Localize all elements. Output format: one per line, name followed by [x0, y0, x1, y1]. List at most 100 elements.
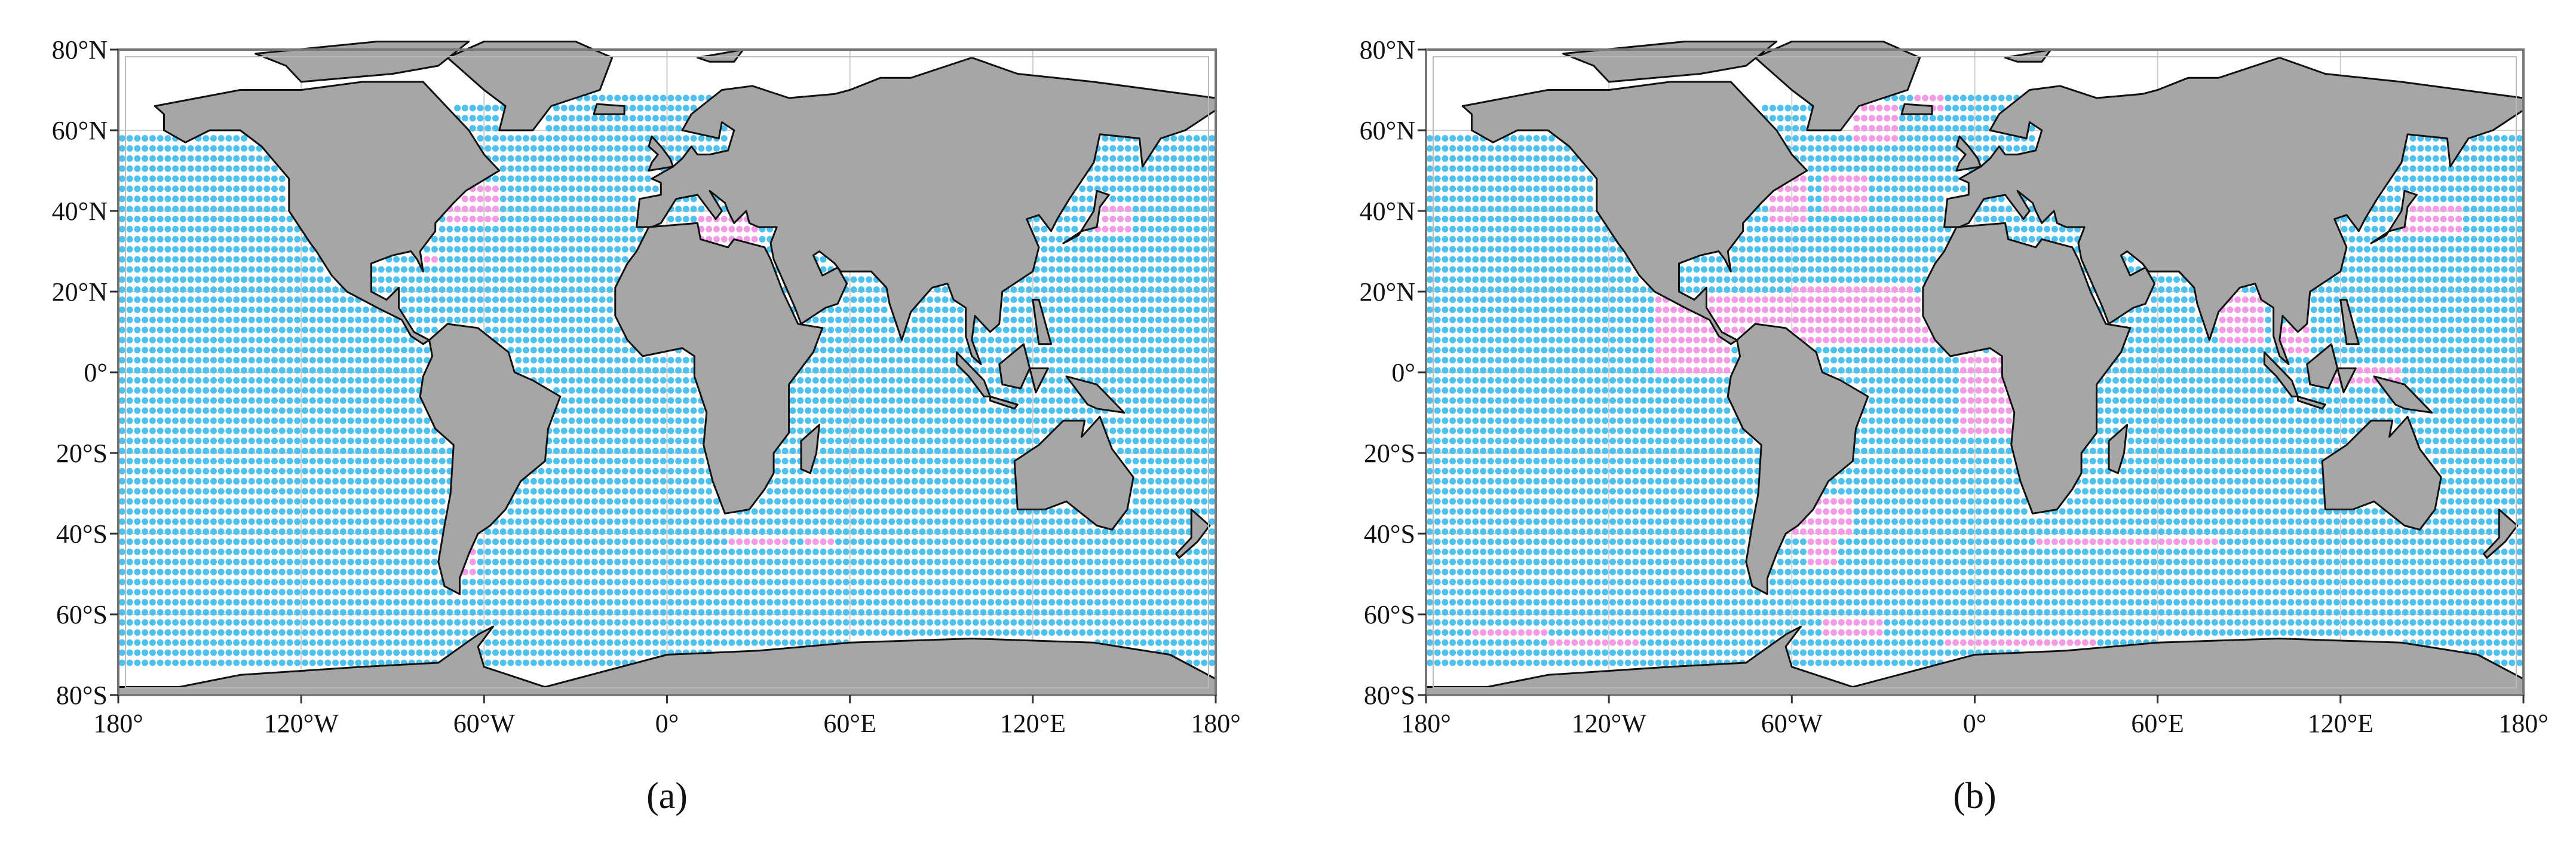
dot — [614, 569, 621, 576]
dot — [378, 538, 385, 545]
dot — [1209, 518, 1215, 525]
dot — [1079, 569, 1085, 576]
dot — [287, 236, 293, 243]
dot — [241, 478, 247, 485]
dot — [873, 549, 880, 555]
dot — [1003, 408, 1010, 414]
dot — [698, 518, 704, 525]
dot — [1209, 549, 1215, 555]
dot — [965, 538, 971, 545]
dot — [279, 498, 286, 505]
dot-highlight — [492, 216, 499, 222]
dot — [348, 397, 354, 404]
dot — [630, 125, 636, 131]
dot — [484, 599, 491, 605]
dot — [530, 307, 537, 313]
dot — [484, 327, 491, 333]
dot — [127, 327, 133, 333]
dot — [1194, 166, 1200, 172]
dot — [927, 377, 933, 384]
dot — [584, 105, 590, 111]
dot — [370, 559, 377, 565]
dot — [1048, 538, 1055, 545]
dot — [637, 437, 643, 444]
dot — [652, 549, 659, 555]
dot — [545, 559, 552, 565]
dot — [302, 307, 308, 313]
dot — [896, 357, 903, 363]
dot — [927, 327, 933, 333]
dot — [851, 508, 857, 515]
dot — [576, 427, 582, 434]
dot — [851, 518, 857, 525]
dot — [1094, 176, 1101, 182]
dot — [637, 559, 643, 565]
dot — [630, 589, 636, 595]
dot — [431, 538, 438, 545]
dot — [279, 559, 286, 565]
dot — [409, 437, 415, 444]
dot — [667, 377, 674, 384]
dot — [515, 286, 522, 293]
dot — [1194, 408, 1200, 414]
dot — [1170, 246, 1177, 253]
dot — [858, 357, 864, 363]
dot — [561, 458, 568, 464]
dot — [957, 599, 964, 605]
dot — [355, 579, 361, 586]
dot — [706, 488, 712, 495]
dot — [1117, 538, 1124, 545]
dot — [256, 296, 263, 303]
dot — [667, 95, 674, 102]
dot — [904, 387, 910, 394]
dot — [637, 478, 643, 485]
dot — [675, 216, 682, 222]
dot — [164, 377, 171, 384]
dot — [1155, 216, 1162, 222]
dot — [508, 135, 514, 142]
dot — [233, 387, 240, 394]
dot — [477, 589, 484, 595]
dot — [1094, 337, 1101, 344]
dot — [919, 317, 925, 323]
dot — [203, 286, 209, 293]
dot — [1186, 448, 1192, 454]
dot — [1170, 166, 1177, 172]
dot — [888, 387, 895, 394]
dot — [164, 508, 171, 515]
dot — [393, 367, 400, 374]
dot — [492, 528, 499, 535]
dot — [881, 418, 888, 424]
dot — [949, 498, 956, 505]
dot — [249, 276, 255, 283]
dot — [492, 236, 499, 243]
dot — [134, 135, 140, 142]
dot — [1178, 176, 1185, 182]
dot — [233, 347, 240, 353]
dot — [591, 125, 598, 131]
dot — [164, 518, 171, 525]
dot — [1209, 206, 1215, 212]
dot — [1125, 286, 1131, 293]
dot — [790, 458, 796, 464]
dot — [210, 246, 217, 253]
dot — [1133, 327, 1139, 333]
dot — [614, 518, 621, 525]
dot — [1194, 256, 1200, 263]
dot — [142, 206, 148, 212]
dot — [683, 518, 689, 525]
dot — [851, 589, 857, 595]
dot — [835, 357, 842, 363]
dot — [912, 357, 918, 363]
dot — [484, 286, 491, 293]
dot — [1155, 195, 1162, 202]
dot — [584, 337, 590, 344]
dot — [317, 579, 324, 586]
dot — [835, 518, 842, 525]
dot — [774, 589, 781, 595]
dot — [569, 246, 575, 253]
dot — [1155, 317, 1162, 323]
dot — [263, 418, 270, 424]
dot — [302, 549, 308, 555]
dot — [484, 115, 491, 121]
